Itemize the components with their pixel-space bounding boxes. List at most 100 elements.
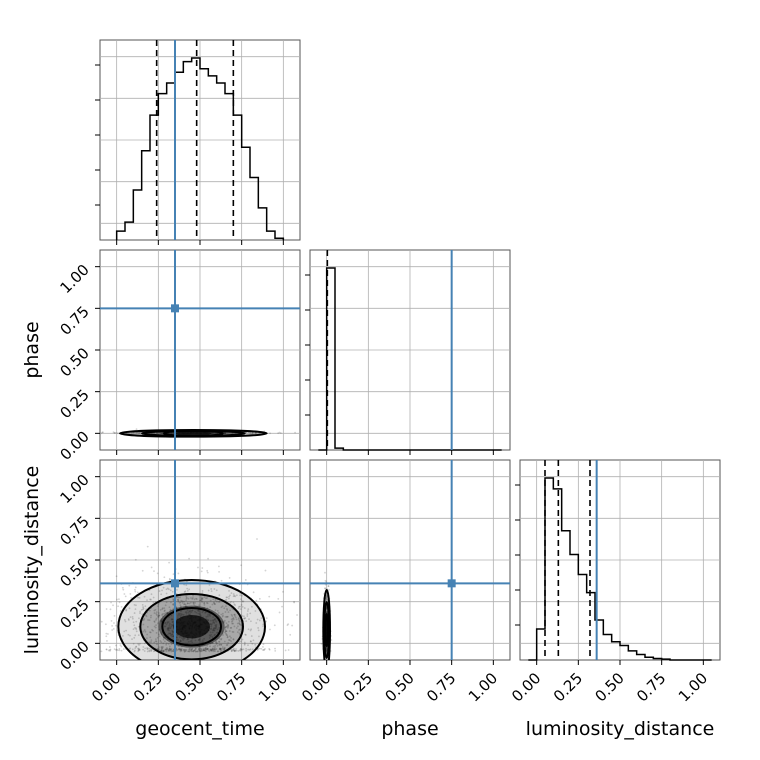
- sample-point: [209, 623, 212, 626]
- x-axis-label-geocent_time: geocent_time: [135, 718, 264, 740]
- sample-point: [200, 650, 203, 653]
- sample-point: [119, 644, 122, 647]
- sample-point: [180, 637, 183, 639]
- sample-point: [222, 647, 225, 650]
- sample-point: [181, 601, 184, 604]
- sample-point: [169, 589, 172, 592]
- sample-point: [192, 650, 195, 653]
- sample-point: [222, 622, 225, 624]
- sample-point: [115, 649, 117, 651]
- truth-point: [171, 304, 179, 313]
- sample-point: [214, 624, 217, 627]
- sample-point: [106, 640, 108, 642]
- sample-point: [153, 612, 156, 614]
- sample-point: [169, 648, 172, 651]
- sample-point: [219, 648, 222, 650]
- sample-point: [200, 597, 203, 600]
- sample-point: [155, 612, 158, 615]
- sample-point: [248, 618, 250, 621]
- sample-point: [134, 590, 137, 593]
- sample-point: [150, 566, 153, 569]
- sample-point: [240, 604, 243, 606]
- sample-point: [134, 634, 137, 637]
- sample-point: [225, 644, 228, 646]
- sample-point: [228, 630, 231, 632]
- sample-point: [108, 646, 111, 648]
- sample-point: [207, 589, 210, 592]
- sample-point: [228, 595, 230, 598]
- sample-point: [158, 590, 161, 592]
- sample-point: [249, 620, 252, 623]
- sample-point: [100, 620, 103, 623]
- sample-point: [234, 616, 237, 619]
- sample-point: [168, 606, 171, 609]
- sample-point: [325, 611, 328, 613]
- sample-point: [230, 613, 233, 616]
- sample-point: [294, 431, 296, 434]
- sample-point: [123, 630, 126, 633]
- sample-point: [212, 649, 215, 652]
- sample-point: [170, 650, 173, 653]
- sample-point: [183, 649, 186, 652]
- sample-point: [165, 642, 168, 645]
- sample-point: [199, 614, 202, 617]
- sample-point: [135, 432, 138, 435]
- sample-point: [250, 640, 252, 643]
- sample-point: [239, 648, 242, 650]
- sample-point: [113, 615, 116, 617]
- sample-point: [182, 637, 185, 640]
- sample-point: [180, 649, 183, 652]
- sample-point: [150, 614, 152, 617]
- sample-point: [198, 604, 200, 607]
- sample-point: [109, 650, 111, 652]
- sample-point: [177, 616, 179, 619]
- y-tick-label-phase-3: 0.75: [56, 302, 92, 338]
- sample-point: [172, 599, 175, 602]
- sample-point: [243, 607, 246, 609]
- sample-point: [238, 629, 240, 631]
- sample-point: [191, 647, 194, 650]
- sample-point: [166, 638, 169, 641]
- sample-point: [203, 607, 206, 609]
- sample-point: [194, 639, 197, 642]
- sample-point: [238, 605, 240, 608]
- sample-point: [239, 608, 242, 610]
- sample-point: [208, 614, 211, 616]
- sample-point: [193, 598, 196, 601]
- sample-point: [211, 647, 214, 650]
- sample-point: [227, 432, 230, 435]
- sample-point: [181, 638, 184, 640]
- sample-point: [109, 648, 112, 651]
- sample-point: [230, 636, 232, 639]
- sample-point: [218, 640, 220, 643]
- sample-point: [237, 607, 240, 610]
- sample-point: [177, 614, 179, 617]
- sample-point: [209, 606, 212, 609]
- sample-point: [207, 619, 210, 621]
- sample-point: [262, 625, 265, 628]
- sample-point: [249, 629, 252, 632]
- sample-point: [241, 638, 244, 641]
- sample-point: [139, 432, 142, 435]
- sample-point: [229, 594, 231, 597]
- sample-point: [141, 569, 144, 572]
- sample-point: [171, 609, 174, 612]
- sample-point: [217, 600, 220, 603]
- sample-point: [241, 605, 244, 608]
- sample-point: [224, 432, 227, 435]
- sample-point: [219, 649, 222, 651]
- sample-point: [249, 648, 252, 651]
- sample-point: [210, 648, 212, 651]
- sample-point: [191, 609, 194, 612]
- sample-point: [143, 642, 146, 645]
- sample-point: [164, 604, 167, 607]
- x-tick-label-phase-4: 1.00: [465, 669, 501, 705]
- sample-point: [157, 614, 160, 617]
- x-tick-label-geocent_time-3: 0.75: [213, 669, 249, 705]
- sample-point: [192, 601, 195, 604]
- sample-point: [193, 604, 196, 607]
- x-tick-label-luminosity_distance-1: 0.25: [550, 669, 586, 705]
- sample-point: [160, 646, 163, 648]
- x-tick-label-geocent_time-2: 0.50: [171, 669, 207, 705]
- sample-point: [179, 639, 182, 642]
